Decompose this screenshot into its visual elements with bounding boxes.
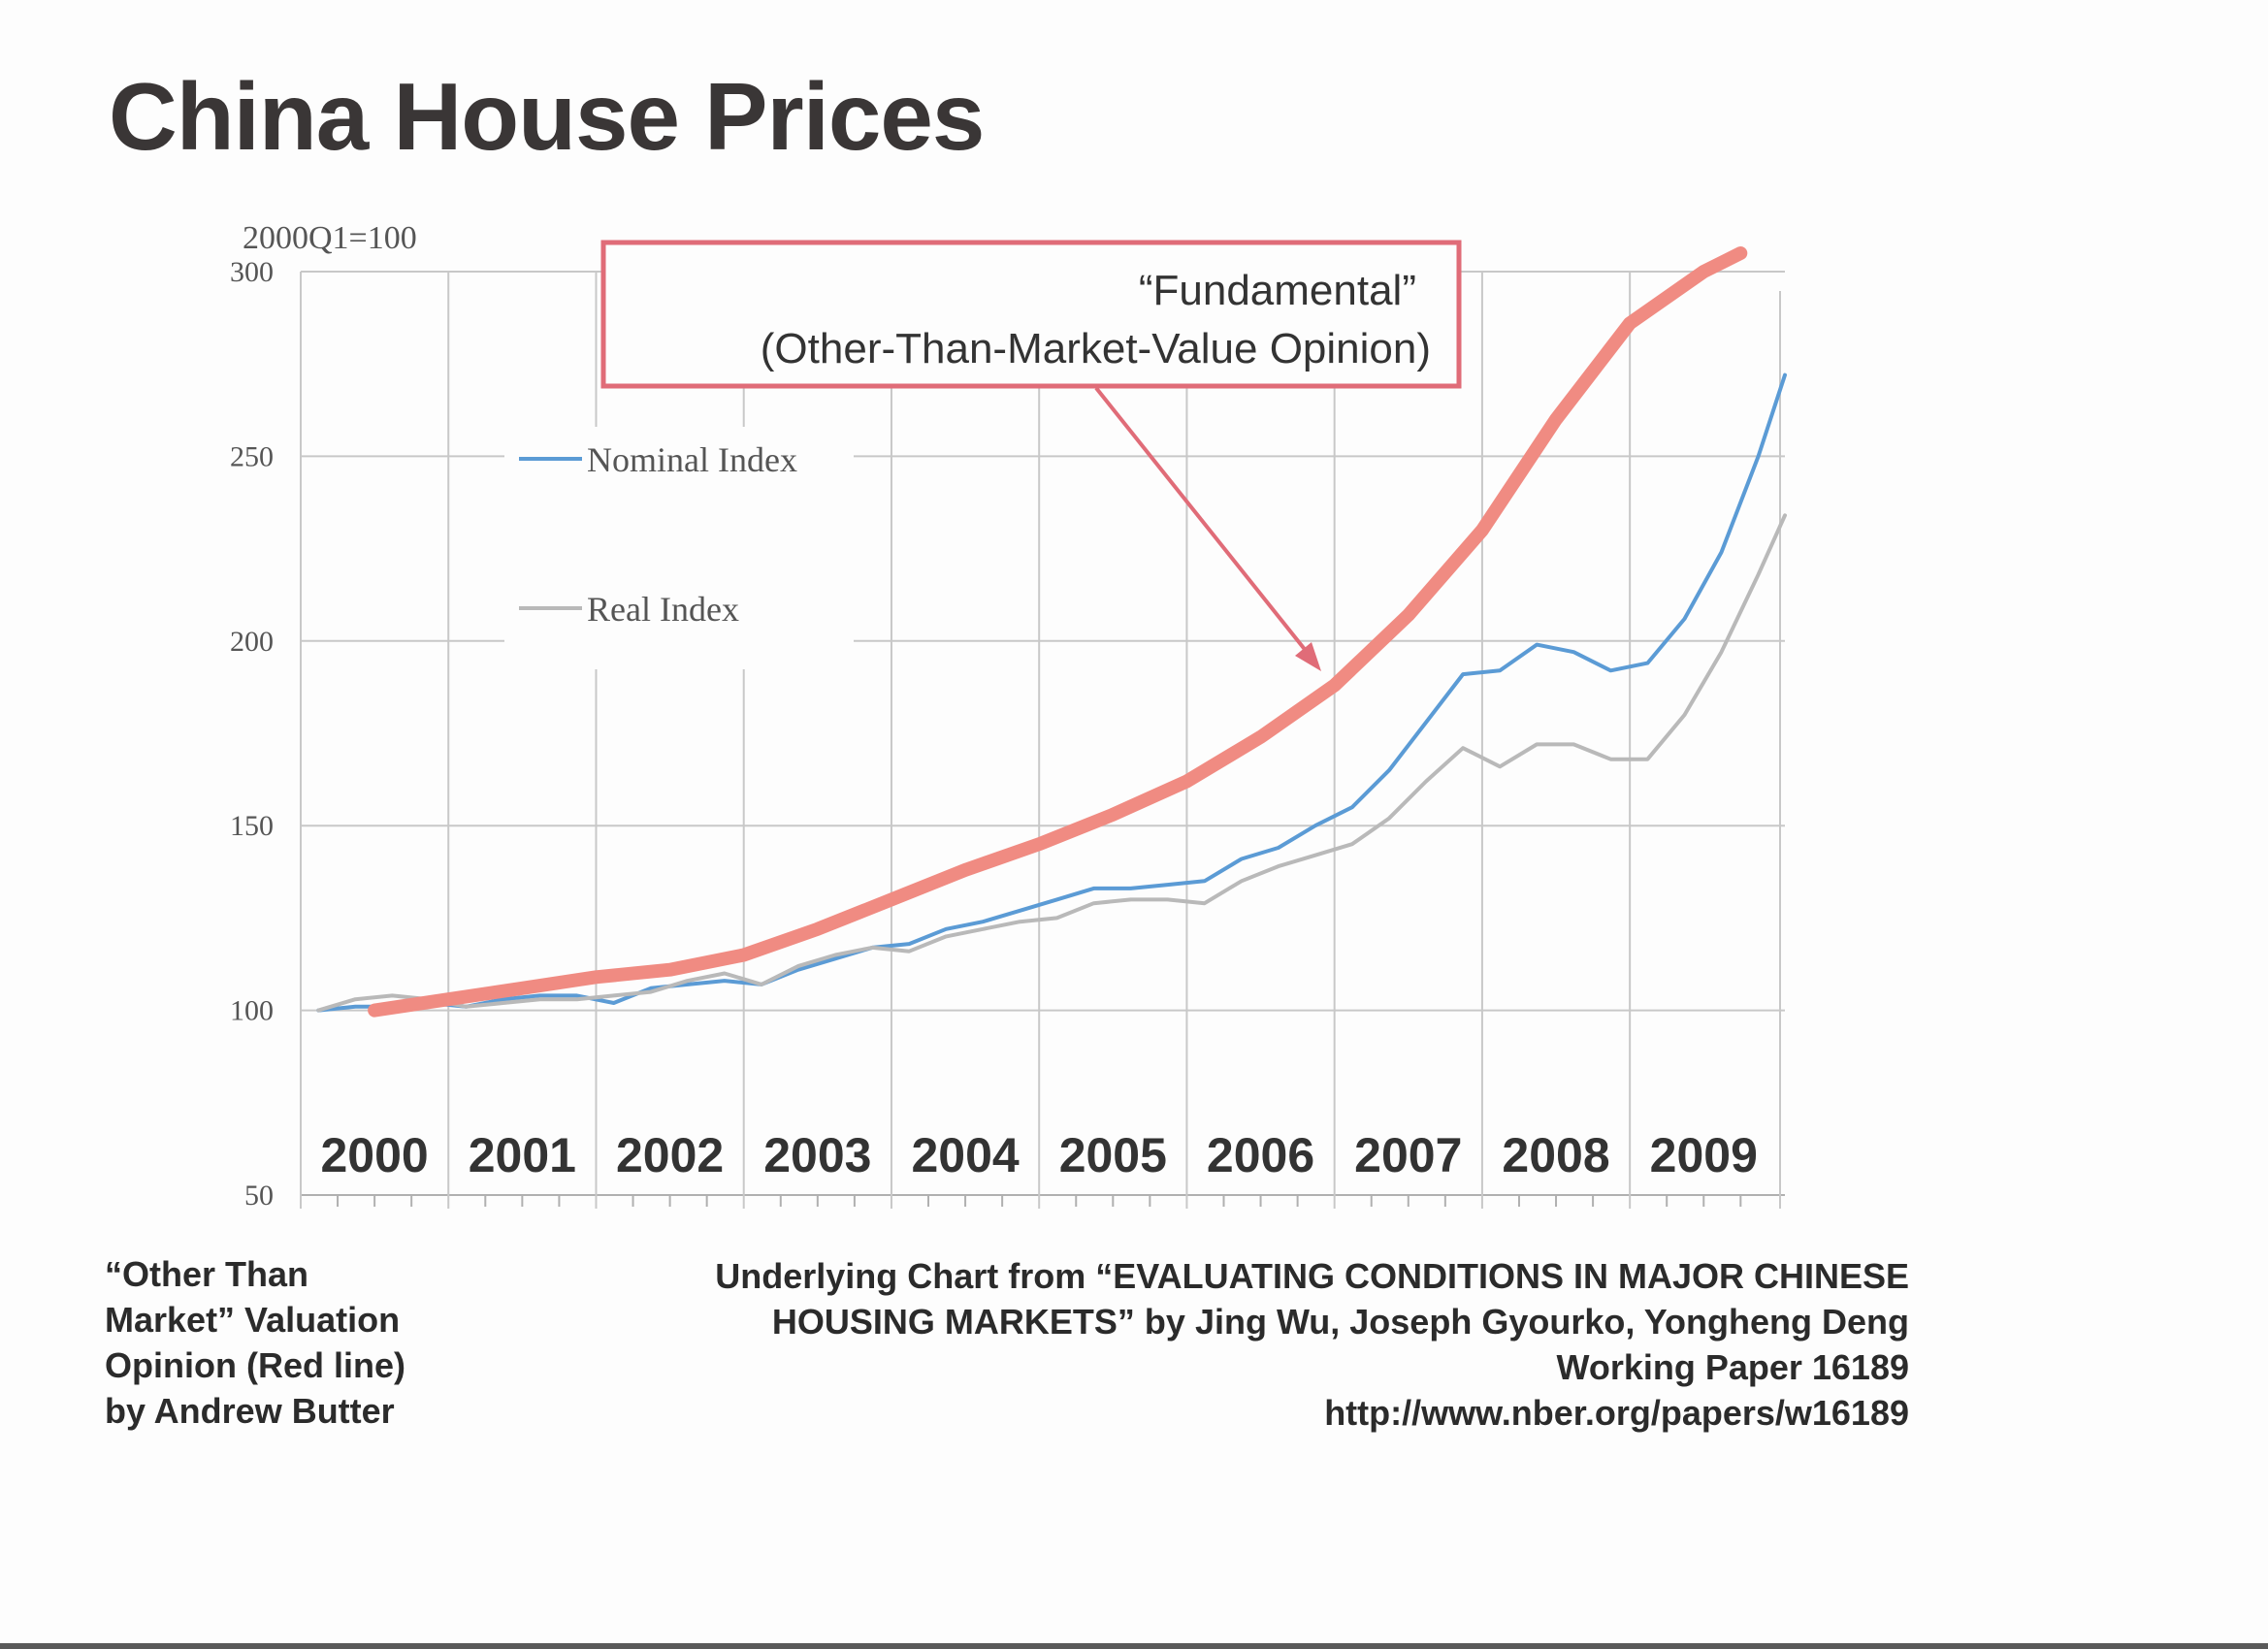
legend-label-real: Real Index [587,590,739,629]
y-tick-label: 200 [230,626,274,658]
source-citation: Underlying Chart from “EVALUATING CONDIT… [582,1253,1909,1436]
callout-title: “Fundamental” [1139,267,1416,314]
callout-box [600,240,1462,389]
y-tick-label: 300 [230,256,274,288]
year-label: 2005 [1059,1128,1167,1182]
source-link[interactable]: http://www.nber.org/papers/w16189 [1324,1393,1909,1433]
note-line: Market” Valuation [105,1300,401,1340]
scan-edge [0,1643,2268,1649]
index-base-label: 2000Q1=100 [243,220,417,256]
year-label: 2001 [469,1128,576,1182]
year-label: 2000 [321,1128,429,1182]
y-tick-label: 100 [230,995,274,1027]
year-label: 2007 [1354,1128,1462,1182]
note-line: Opinion (Red line) [105,1345,405,1385]
valuation-opinion-note: “Other Than Market” Valuation Opinion (R… [105,1251,493,1434]
page-title: China House Prices [109,63,985,170]
year-label: 2006 [1207,1128,1314,1182]
nominal-index-line [316,372,1787,1013]
year-label: 2009 [1650,1128,1758,1182]
y-tick-label: 50 [244,1180,274,1212]
source-line: Underlying Chart from “EVALUATING CONDIT… [715,1256,1909,1296]
callout-subtitle: (Other-Than-Market-Value Opinion) [761,325,1431,372]
year-label: 2008 [1502,1128,1609,1182]
legend-background [504,427,854,669]
note-line: by Andrew Butter [105,1391,395,1431]
source-line: Working Paper 16189 [1556,1347,1910,1387]
callout-arrowhead [1295,642,1321,671]
callout-pointer [1094,386,1316,663]
note-line: “Other Than [105,1254,309,1294]
year-label: 2004 [911,1128,1019,1182]
legend-label-nominal: Nominal Index [587,440,797,479]
fundamental-line [368,246,1748,1018]
year-label: 2002 [616,1128,724,1182]
real-index-line [316,513,1787,1013]
source-line: HOUSING MARKETS” by Jing Wu, Joseph Gyou… [771,1302,1909,1342]
y-tick-label: 150 [230,810,274,842]
year-label: 2003 [763,1128,871,1182]
y-tick-label: 250 [230,440,274,472]
